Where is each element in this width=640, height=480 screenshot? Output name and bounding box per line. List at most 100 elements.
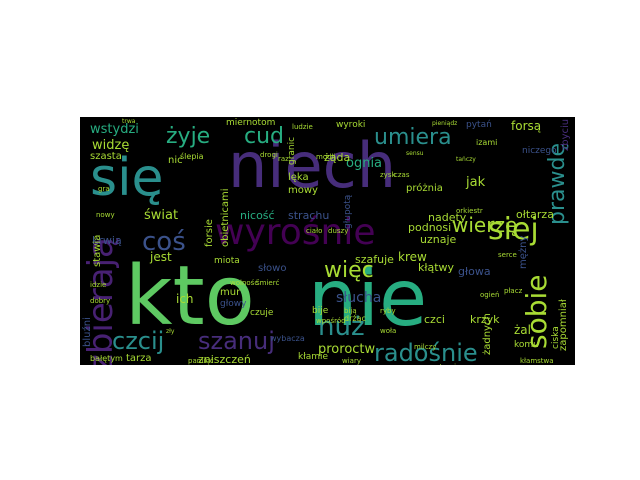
cloud-word: wiary — [342, 357, 361, 365]
cloud-word: nic — [168, 155, 183, 166]
cloud-word: nuż — [318, 312, 365, 342]
cloud-word: mężny — [518, 236, 529, 269]
cloud-word: bluźni — [81, 317, 93, 347]
cloud-word: drogi — [260, 151, 278, 159]
cloud-word: krwią — [92, 234, 122, 247]
cloud-word: głowa — [458, 265, 491, 278]
cloud-word: mowy — [288, 185, 318, 196]
cloud-word: pamięć — [188, 357, 214, 365]
cloud-word: krzyk — [470, 313, 500, 326]
cloud-word: zapomniał — [558, 299, 569, 351]
cloud-word: zły — [166, 328, 175, 335]
cloud-word: jak — [465, 175, 486, 190]
cloud-word: orkiestr — [456, 207, 483, 215]
cloud-word: płacz — [504, 287, 523, 295]
cloud-word: cud — [244, 124, 284, 149]
cloud-word: czuje — [250, 308, 274, 318]
cloud-word: szafuje — [355, 253, 394, 266]
cloud-word: się — [90, 148, 164, 208]
cloud-word: nie — [308, 254, 427, 344]
cloud-word: czci — [424, 313, 445, 326]
cloud-word: mur — [220, 287, 241, 298]
cloud-word: czcij — [112, 327, 164, 355]
cloud-word: czas — [394, 171, 410, 179]
cloud-word: zysk — [380, 171, 396, 179]
cloud-word: wolność — [230, 279, 258, 287]
cloud-word: radośnie — [374, 339, 478, 365]
cloud-word: ludzie — [292, 123, 313, 131]
cloud-word: woła — [380, 327, 396, 335]
cloud-word: proroctw — [318, 342, 376, 357]
cloud-word: pytań — [466, 120, 492, 130]
cloud-word: wybacza — [270, 334, 305, 343]
cloud-word: lęka — [288, 172, 309, 183]
cloud-word: nadęty — [428, 211, 467, 224]
cloud-word: ognia — [346, 156, 382, 171]
cloud-word: widzę — [92, 138, 129, 153]
cloud-word: nicość — [240, 209, 275, 222]
cloud-word: zbyciu — [560, 119, 571, 151]
word-cloud-canvas: kto nie niech się wyrośnie zbierają sobie siej c… — [81, 118, 571, 365]
cloud-word: jest — [149, 250, 172, 264]
cloud-word: podnosi — [408, 221, 451, 234]
cloud-word: miernotom — [226, 118, 275, 128]
cloud-word: ślepia — [180, 151, 204, 161]
cloud-word: ich — [176, 292, 194, 306]
cloud-word: miota — [214, 256, 240, 266]
cloud-word: kłamie — [298, 352, 329, 362]
cloud-word: obietnicami — [220, 188, 231, 247]
cloud-word: śmierć — [256, 279, 279, 287]
cloud-word: drżąc — [344, 314, 366, 323]
cloud-word: głowy — [220, 299, 247, 309]
cloud-word: ogień — [480, 291, 499, 299]
cloud-word: coś — [142, 227, 186, 257]
cloud-word: wierzę — [452, 213, 517, 237]
cloud-word: ołtarza — [516, 208, 554, 221]
cloud-word: bałętym — [90, 354, 123, 363]
cloud-word: głupotą — [343, 194, 353, 229]
cloud-word: forsie — [204, 219, 215, 247]
cloud-word: niczego — [522, 146, 557, 156]
cloud-word: umiera — [374, 125, 452, 150]
cloud-word: ciało — [306, 227, 322, 235]
cloud-word: sensu — [406, 150, 424, 157]
cloud-word: izami — [476, 138, 497, 147]
cloud-word: stawia — [92, 235, 103, 267]
cloud-word: tarza — [126, 353, 152, 364]
cloud-word: raz — [278, 155, 289, 163]
cloud-word: niech — [228, 129, 396, 202]
cloud-word: biją — [344, 307, 357, 315]
word-cloud: kto nie niech się wyrośnie zbierają sobie siej c… — [80, 117, 575, 365]
cloud-word: żąda — [324, 151, 350, 164]
cloud-word: wyroki — [336, 120, 365, 130]
cloud-word: gra — [98, 185, 110, 193]
cloud-word: granic — [287, 137, 297, 165]
cloud-word: strachu — [288, 209, 329, 222]
cloud-word: forsą — [511, 119, 541, 133]
cloud-word: krew — [398, 250, 427, 264]
cloud-word: milczy — [414, 343, 436, 351]
cloud-word: modli — [316, 153, 335, 161]
cloud-word: słucha — [336, 290, 381, 306]
cloud-word: serce — [498, 251, 517, 259]
cloud-word: kto — [125, 249, 255, 344]
cloud-word: zniszczeń — [198, 353, 251, 365]
cloud-word: wstydzi — [90, 122, 139, 137]
cloud-word: ciska — [551, 326, 561, 349]
cloud-word: siej — [488, 212, 539, 247]
cloud-word: żyje — [166, 124, 210, 149]
cloud-word: dobry — [90, 297, 110, 305]
cloud-word: wpośród — [316, 317, 346, 325]
cloud-word: trwa — [122, 118, 136, 125]
cloud-word: szasta — [90, 151, 122, 162]
cloud-word: bije — [312, 306, 329, 316]
cloud-word: sobie — [520, 275, 553, 350]
cloud-word: kłamstwa — [520, 357, 554, 365]
cloud-word: wyrośnie — [215, 212, 376, 253]
cloud-word: próżnia — [406, 182, 443, 194]
cloud-word: zbierają — [81, 237, 121, 365]
cloud-word: tańczy — [456, 156, 476, 163]
cloud-word: komu — [514, 340, 539, 350]
cloud-word: duszy — [328, 227, 348, 235]
cloud-word: szanuj — [198, 327, 275, 355]
